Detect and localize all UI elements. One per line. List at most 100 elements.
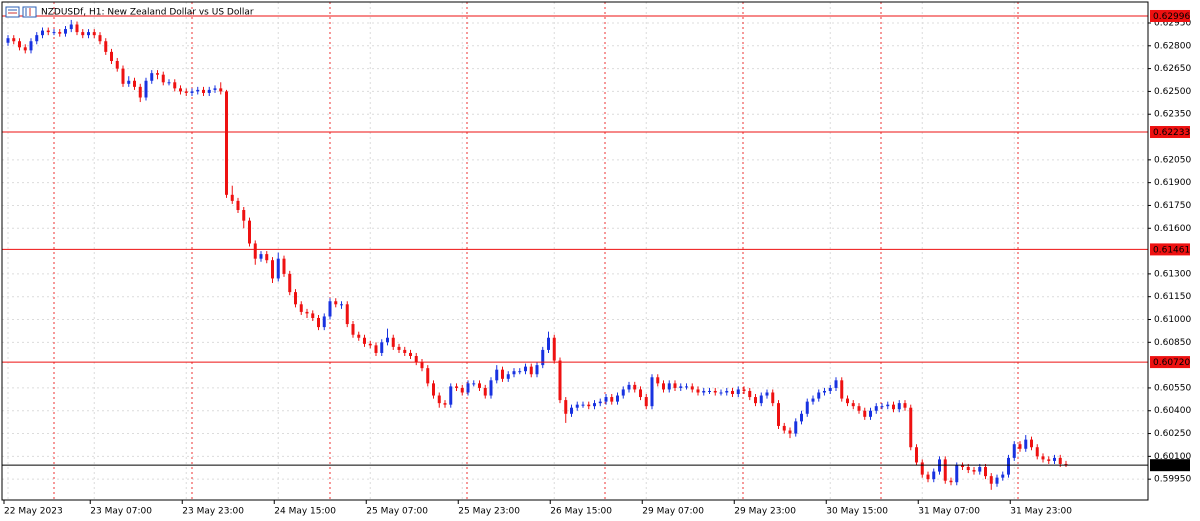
y-tick-label: 0.61150 [1154,292,1191,302]
candle-body [52,32,56,34]
candle-body [656,377,660,384]
candle-body [196,89,200,92]
y-tick-label: 0.60850 [1154,338,1191,348]
candle-body [685,386,688,388]
candle-body [363,337,366,344]
candle-body [662,383,665,390]
candle-body [340,304,343,306]
candle-body [621,389,625,396]
candle-body [29,41,33,51]
candle-body [748,390,752,398]
candle-body [892,404,895,410]
candle-body [115,60,119,69]
candle-body [995,477,999,484]
candle-body [639,389,642,398]
candle-body [35,35,39,42]
candle-body [966,467,970,471]
candle-body [437,395,441,404]
candle-body [69,24,73,30]
candle-body [989,476,993,484]
candle-body [765,392,769,396]
candle-body [449,386,453,405]
candle-body [460,387,464,393]
candle-body [403,349,407,353]
candle-body [1018,444,1022,449]
candle-body [288,273,292,293]
candle-body [817,392,821,399]
level-label-box [1150,459,1190,472]
candle-body [64,29,67,34]
candle-body [230,194,234,201]
candle-body [179,88,182,92]
candle-body [1064,463,1068,466]
candle-body [512,371,516,375]
candle-body [334,301,338,305]
candle-body [294,292,297,305]
chart-title: NZDUSDf, H1: New Zealand Dollar vs US Do… [41,8,254,18]
candle-body [150,73,154,81]
candle-body [759,395,763,404]
candle-body [81,32,85,36]
candle-body [483,387,487,396]
candle-body [184,91,188,93]
candle-body [276,258,280,279]
level-label-box [1150,243,1190,256]
x-tick-label: 30 May 15:00 [826,507,888,517]
y-tick-label: 0.59950 [1154,475,1191,485]
x-tick-label: 26 May 15:00 [550,507,612,517]
candle-body [414,355,418,363]
candle-body [207,89,211,93]
candle-body [317,317,320,328]
candle-body [598,401,602,404]
candle-body [75,24,79,33]
plot-frame [1,1,1149,501]
candle-body [742,389,746,391]
x-tick-label: 31 May 07:00 [918,507,980,517]
symbol-icon [5,6,37,18]
candle-body [144,80,148,98]
candle-body [506,374,510,379]
candle-body [104,41,108,52]
candle-body [552,337,556,361]
y-tick-label: 0.61000 [1154,315,1191,325]
y-tick-label: 0.61900 [1154,178,1191,188]
candle-body [368,343,372,346]
candle-body [1047,459,1051,461]
candle-body [1053,457,1056,461]
candle-body [386,337,389,343]
candle-body [299,304,303,312]
candle-body [690,386,694,390]
candle-body [173,82,177,89]
candle-body [1012,444,1016,458]
candle-body [156,73,159,75]
levels [2,15,1148,466]
candle-body [777,403,780,426]
candle-body [213,88,217,90]
y-tick-label: 0.62500 [1154,87,1191,97]
candle-body [121,68,125,84]
candle-body [943,459,947,481]
candle-body [673,383,677,388]
candle-body [978,467,982,472]
candle-body [380,342,384,353]
candle-body [788,430,792,434]
candle-body [248,220,251,244]
candle-body [311,313,315,318]
candle-body [903,403,907,408]
y-tick-label: 0.60100 [1154,452,1191,462]
candle-body [92,32,96,36]
candle-body [529,366,533,375]
candle-body [472,383,476,385]
candle-body [41,30,44,36]
candle-body [851,403,855,407]
candle-body [1058,457,1062,464]
candle-body [834,380,838,388]
candle-body [593,403,596,407]
candle-body [1030,439,1033,448]
y-tick-label: 0.62950 [1154,18,1191,28]
candle-body [610,397,614,402]
x-tick-label: 25 May 23:00 [458,507,520,517]
candle-body [955,465,959,483]
candle-body [679,386,683,388]
